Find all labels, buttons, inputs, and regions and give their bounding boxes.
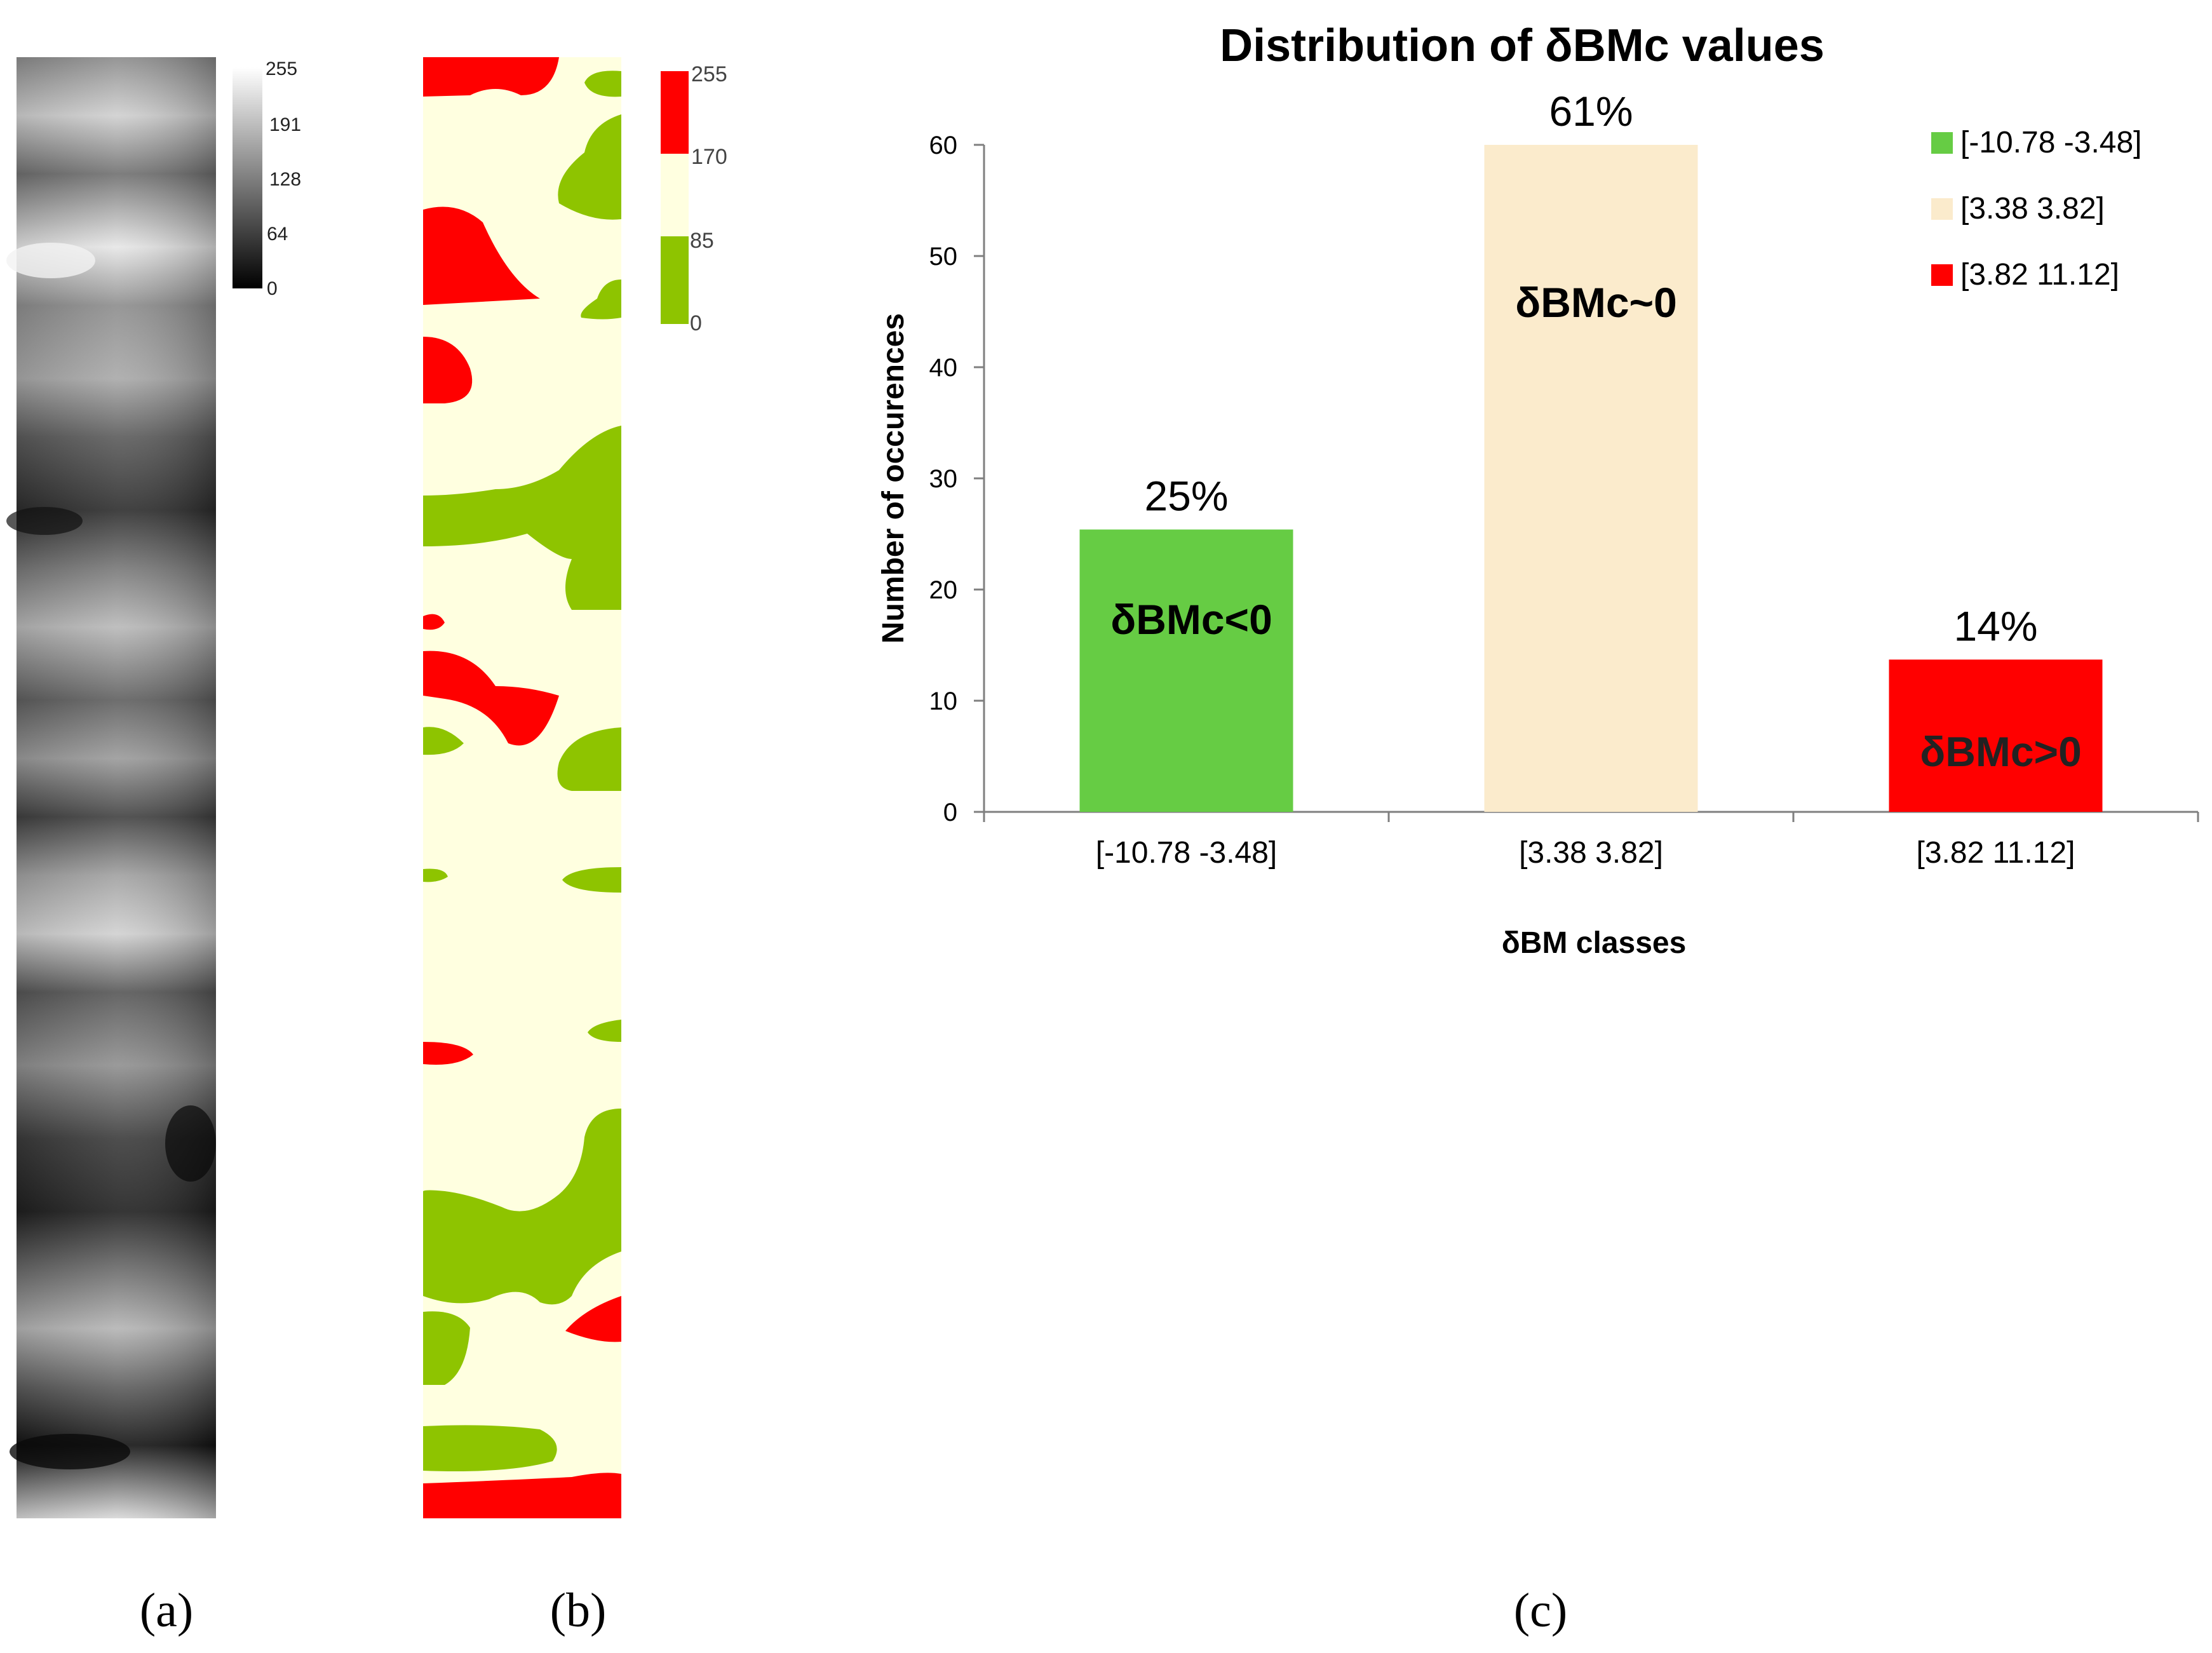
chart-title: Distribution of δBMc values bbox=[1220, 20, 1824, 71]
grayscale-strip-shading bbox=[17, 57, 216, 1518]
bar-percent-label: 14% bbox=[1953, 602, 2037, 649]
red-region bbox=[423, 651, 559, 746]
bar-percent-label: 61% bbox=[1549, 88, 1633, 135]
x-tick-label: [3.38 3.82] bbox=[1519, 836, 1663, 870]
x-tick-label: [-10.78 -3.48] bbox=[1096, 836, 1278, 870]
panel-a: 255 191 128 64 0 (a) bbox=[6, 57, 301, 1637]
bar bbox=[1484, 145, 1698, 812]
y-tick-label: 10 bbox=[929, 687, 958, 715]
y-tick-label: 60 bbox=[929, 132, 958, 159]
bars bbox=[1079, 145, 2103, 812]
y-tick-label: 40 bbox=[929, 354, 958, 382]
green-region bbox=[423, 727, 464, 755]
y-axis-title: Number of occurences bbox=[877, 313, 910, 644]
x-tick-label: [3.82 11.12] bbox=[1917, 836, 2075, 870]
green-region bbox=[588, 1020, 621, 1042]
colorbar-a-tick: 191 bbox=[269, 114, 301, 135]
strip-dark-spot bbox=[165, 1105, 216, 1182]
strip-highlight bbox=[6, 243, 95, 278]
green-region bbox=[562, 867, 621, 893]
colorbar-b-tick: 0 bbox=[690, 311, 702, 335]
bar-annotation: δBMc~0 bbox=[1515, 279, 1677, 326]
bar-annotation: δBMc<0 bbox=[1110, 596, 1272, 643]
legend-entry: [3.38 3.82] bbox=[1960, 192, 2105, 226]
green-region bbox=[558, 114, 621, 220]
green-region bbox=[423, 1311, 470, 1385]
panel-label-a: (a) bbox=[140, 1584, 193, 1637]
bar bbox=[1889, 659, 2103, 812]
legend-entry: [-10.78 -3.48] bbox=[1960, 126, 2142, 159]
red-region bbox=[423, 614, 445, 630]
bar bbox=[1079, 529, 1293, 812]
legend-entry: [3.82 11.12] bbox=[1960, 258, 2119, 292]
x-axis bbox=[983, 811, 2199, 822]
colorbar-b-segment-low bbox=[661, 236, 689, 324]
colorbar-a-tick: 64 bbox=[267, 224, 288, 245]
green-region bbox=[581, 280, 621, 320]
colorbar-b-segment-high bbox=[661, 71, 689, 154]
y-tick-label: 30 bbox=[929, 465, 958, 493]
bar-percent-label: 25% bbox=[1144, 473, 1228, 520]
y-tick-label: 0 bbox=[943, 799, 957, 826]
red-region bbox=[423, 337, 473, 403]
legend-swatch bbox=[1931, 264, 1953, 286]
green-region bbox=[423, 1425, 557, 1471]
legend: [-10.78 -3.48] [3.38 3.82] [3.82 11.12] bbox=[1931, 126, 2142, 292]
colorbar-b-tick: 170 bbox=[691, 145, 727, 169]
green-region bbox=[423, 868, 448, 882]
strip-dark-spot bbox=[10, 1434, 130, 1469]
colorbar-a-tick: 0 bbox=[267, 278, 278, 299]
strip-dark-spot bbox=[6, 507, 83, 535]
colorbar-b-tick: 255 bbox=[691, 62, 727, 86]
red-region bbox=[423, 1042, 473, 1065]
y-tick-label: 20 bbox=[929, 576, 958, 604]
colorbar-a-tick: 128 bbox=[269, 169, 301, 190]
colorbar-b-tick: 85 bbox=[690, 229, 714, 253]
red-region bbox=[423, 1473, 621, 1518]
red-region bbox=[423, 57, 559, 97]
panel-label-b: (b) bbox=[550, 1584, 607, 1637]
y-tick-label: 50 bbox=[929, 243, 958, 271]
red-region bbox=[423, 206, 540, 305]
legend-swatch bbox=[1931, 132, 1953, 154]
colorbar-b-segment-mid bbox=[661, 154, 689, 236]
red-region bbox=[565, 1296, 621, 1342]
panel-label-c: (c) bbox=[1514, 1584, 1567, 1637]
bar-annotation: δBMc>0 bbox=[1920, 728, 2082, 775]
green-region bbox=[584, 71, 621, 97]
panel-c-bar-chart: Distribution of δBMc values 0 10 20 30 40 50 6… bbox=[877, 20, 2199, 1637]
green-region bbox=[557, 727, 621, 791]
x-axis-title: δBM classes bbox=[1502, 926, 1687, 960]
bar-labels: [-10.78 -3.48] 25% δBMc<0 [3.38 3.82] 61% δBM… bbox=[1096, 88, 2082, 870]
grayscale-colorbar bbox=[233, 67, 262, 288]
green-region bbox=[423, 426, 621, 610]
y-axis: 0 10 20 30 40 50 60 bbox=[929, 132, 985, 826]
colorbar-a-tick: 255 bbox=[266, 58, 297, 79]
legend-swatch bbox=[1931, 198, 1953, 220]
green-region bbox=[423, 1109, 621, 1305]
panel-b: 255 170 85 0 (b) bbox=[423, 57, 727, 1637]
